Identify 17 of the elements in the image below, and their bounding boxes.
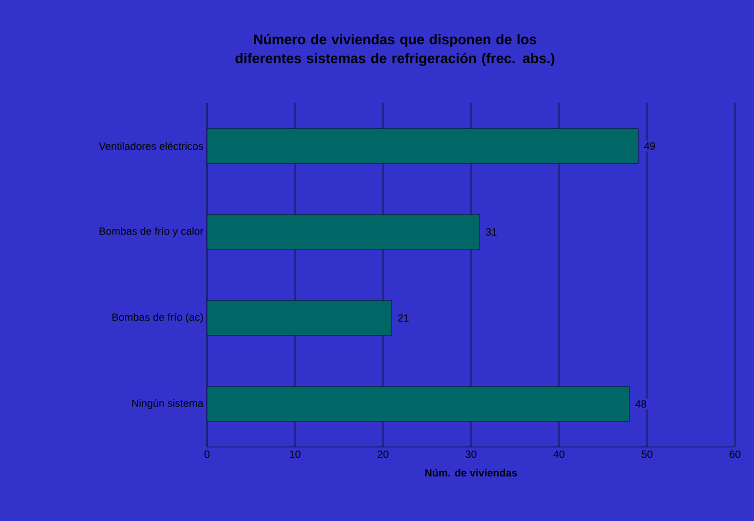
data-label: 21 xyxy=(398,314,409,322)
y-tick-label: Ventiladores eléctricos xyxy=(98,142,204,150)
y-tick-label: Bombas de frío (ac) xyxy=(112,313,203,323)
y-tick-label: Bombas de frío y calor xyxy=(100,227,204,237)
x-tick-label: 0 xyxy=(204,450,210,458)
data-label: 48 xyxy=(635,400,646,408)
x-tick-label: 10 xyxy=(290,450,300,458)
data-label: 49 xyxy=(644,142,656,150)
x-tick-label: 30 xyxy=(466,450,476,458)
y-tick-label: Ningún sistema xyxy=(132,399,204,409)
x-tick-label: 40 xyxy=(553,450,564,458)
x-tick-label: 60 xyxy=(730,450,740,458)
x-tick-label: 20 xyxy=(378,450,388,458)
chart-title: Número de viviendas que disponen de los diferentes sistemas de refrigeración (frec. abs.) xyxy=(236,34,554,66)
x-tick-label: 50 xyxy=(642,450,652,458)
data-label: 31 xyxy=(486,228,497,236)
x-axis-title: Núm. de viviendas xyxy=(425,468,517,477)
